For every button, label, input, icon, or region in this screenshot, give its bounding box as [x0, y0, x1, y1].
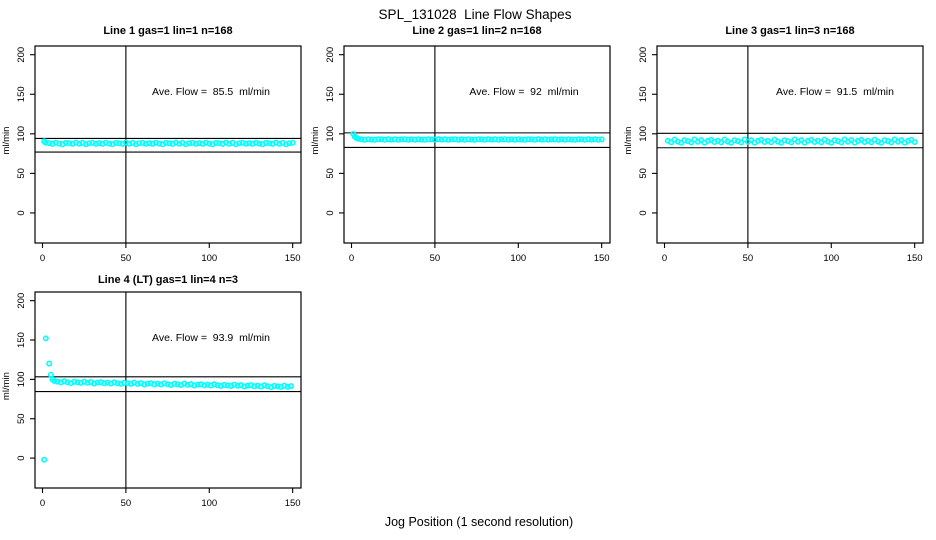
x-tick-label: 0 — [349, 253, 354, 264]
panel-1-border — [34, 45, 302, 244]
panel-3-avg-flow-label: Ave. Flow = 91.5 ml/min — [776, 86, 894, 98]
panel-3-border — [656, 45, 924, 244]
panel-4-points — [41, 335, 294, 463]
y-axis-unit-label: ml/min — [1, 127, 12, 155]
y-tick-label: 200 — [325, 47, 336, 63]
x-tick-label: 150 — [907, 253, 923, 264]
x-tick-label: 100 — [823, 253, 839, 264]
y-tick-label: 50 — [16, 168, 27, 179]
x-tick-label: 50 — [743, 253, 754, 264]
x-tick-label: 100 — [201, 498, 217, 509]
panel-3-plot: 0 50 100 150 0 50 100 150 200 ml/min — [623, 45, 924, 264]
panel-1-title: Line 1 gas=1 lin=1 n=168 — [103, 25, 233, 37]
y-tick-label: 0 — [16, 210, 27, 215]
panel-2-points — [350, 131, 605, 143]
x-tick-label: 50 — [121, 498, 132, 509]
panel-1-points — [41, 138, 296, 148]
x-tick-label: 150 — [594, 253, 610, 264]
panel-3-points — [664, 136, 918, 146]
y-tick-label: 150 — [16, 86, 27, 102]
x-tick-label: 0 — [662, 253, 667, 264]
y-tick-label: 200 — [16, 47, 27, 63]
panel-3-title: Line 3 gas=1 lin=3 n=168 — [725, 25, 855, 37]
y-tick-label: 150 — [16, 332, 27, 348]
x-tick-label: 50 — [430, 253, 441, 264]
y-tick-label: 200 — [16, 293, 27, 309]
panel-1-avg-flow-label: Ave. Flow = 85.5 ml/min — [152, 86, 270, 98]
y-tick-label: 100 — [325, 126, 336, 142]
y-axis-unit-label: ml/min — [623, 127, 634, 155]
y-tick-label: 150 — [638, 86, 649, 102]
panel-4-border — [34, 291, 302, 489]
y-tick-label: 0 — [638, 210, 649, 215]
x-tick-label: 100 — [510, 253, 526, 264]
y-tick-label: 50 — [16, 413, 27, 424]
x-tick-label: 0 — [40, 253, 45, 264]
y-axis-unit-label: ml/min — [1, 372, 12, 400]
panel-4-avg-flow-label: Ave. Flow = 93.9 ml/min — [152, 332, 270, 344]
panel-2-avg-flow-label: Ave. Flow = 92 ml/min — [469, 86, 579, 98]
y-tick-label: 100 — [16, 126, 27, 142]
panel-2-plot: 0 50 100 150 0 50 100 150 200 ml/min — [310, 45, 611, 264]
y-tick-label: 50 — [638, 168, 649, 179]
panel-1-plot: 0 50 100 150 0 50 100 150 200 ml/min — [1, 45, 302, 264]
y-tick-label: 150 — [325, 86, 336, 102]
panel-2-border — [343, 45, 611, 244]
x-tick-label: 100 — [201, 253, 217, 264]
y-tick-label: 100 — [16, 371, 27, 387]
panel-4-title: Line 4 (LT) gas=1 lin=4 n=3 — [97, 274, 239, 286]
y-tick-label: 200 — [638, 47, 649, 63]
y-tick-label: 0 — [16, 455, 27, 460]
x-tick-label: 150 — [285, 253, 301, 264]
y-tick-label: 50 — [325, 168, 336, 179]
y-axis-unit-label: ml/min — [310, 127, 321, 155]
y-tick-label: 100 — [638, 126, 649, 142]
panel-2-title: Line 2 gas=1 lin=2 n=168 — [412, 25, 542, 37]
panel-4-plot: 0 50 100 150 0 50 100 150 200 ml/min — [1, 291, 302, 509]
figure-title: SPL_131028 Line Flow Shapes — [378, 7, 572, 22]
x-tick-label: 150 — [285, 498, 301, 509]
x-tick-label: 0 — [40, 498, 45, 509]
y-tick-label: 0 — [325, 210, 336, 215]
x-tick-label: 50 — [121, 253, 132, 264]
x-axis-label: Jog Position (1 second resolution) — [384, 515, 574, 529]
